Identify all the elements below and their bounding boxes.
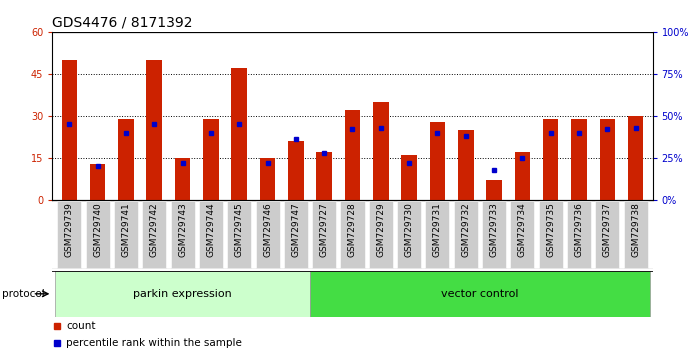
Bar	[55, 271, 310, 317]
Bar	[288, 141, 304, 200]
Bar	[170, 201, 195, 268]
Text: GSM729736: GSM729736	[574, 202, 584, 257]
Text: GSM729747: GSM729747	[291, 202, 300, 257]
Text: GSM729739: GSM729739	[65, 202, 74, 257]
Bar	[345, 110, 360, 200]
Text: GSM729742: GSM729742	[150, 202, 158, 257]
Text: GSM729730: GSM729730	[405, 202, 414, 257]
Text: GSM729733: GSM729733	[489, 202, 498, 257]
Bar	[86, 201, 110, 268]
Bar	[118, 119, 134, 200]
Text: GSM729728: GSM729728	[348, 202, 357, 257]
Bar	[114, 201, 138, 268]
Text: GSM729745: GSM729745	[235, 202, 244, 257]
Bar	[397, 201, 421, 268]
Bar	[539, 201, 563, 268]
Text: parkin expression: parkin expression	[133, 289, 232, 299]
Bar	[482, 201, 506, 268]
Text: count: count	[66, 321, 96, 331]
Bar	[487, 181, 502, 200]
Bar	[312, 201, 336, 268]
Bar	[369, 201, 393, 268]
Bar	[510, 201, 535, 268]
Text: percentile rank within the sample: percentile rank within the sample	[66, 338, 242, 348]
Text: GSM729734: GSM729734	[518, 202, 527, 257]
Bar	[203, 119, 218, 200]
Bar	[600, 119, 615, 200]
Bar	[199, 201, 223, 268]
Text: GSM729743: GSM729743	[178, 202, 187, 257]
Bar	[595, 201, 619, 268]
Bar	[232, 68, 247, 200]
Bar	[90, 164, 105, 200]
Bar	[142, 201, 166, 268]
Bar	[543, 119, 558, 200]
Text: GSM729731: GSM729731	[433, 202, 442, 257]
Bar	[255, 201, 280, 268]
Bar	[567, 201, 591, 268]
Bar	[310, 271, 650, 317]
Bar	[373, 102, 389, 200]
Text: GSM729729: GSM729729	[376, 202, 385, 257]
Bar	[628, 116, 644, 200]
Bar	[227, 201, 251, 268]
Bar	[514, 152, 530, 200]
Text: GSM729737: GSM729737	[603, 202, 612, 257]
Text: GSM729727: GSM729727	[320, 202, 329, 257]
Bar	[260, 158, 275, 200]
Bar	[57, 201, 82, 268]
Text: GSM729738: GSM729738	[631, 202, 640, 257]
Bar	[458, 130, 473, 200]
Bar	[61, 60, 77, 200]
Text: vector control: vector control	[441, 289, 519, 299]
Bar	[623, 201, 648, 268]
Bar	[425, 201, 450, 268]
Text: GSM729735: GSM729735	[547, 202, 555, 257]
Text: GSM729732: GSM729732	[461, 202, 470, 257]
Bar	[341, 201, 364, 268]
Bar	[316, 152, 332, 200]
Text: GSM729744: GSM729744	[207, 202, 216, 257]
Bar	[430, 121, 445, 200]
Text: GSM729746: GSM729746	[263, 202, 272, 257]
Bar	[147, 60, 162, 200]
Bar	[401, 155, 417, 200]
Bar	[284, 201, 308, 268]
Bar	[454, 201, 478, 268]
Text: GSM729741: GSM729741	[121, 202, 131, 257]
Text: GDS4476 / 8171392: GDS4476 / 8171392	[52, 15, 193, 29]
Text: GSM729740: GSM729740	[93, 202, 102, 257]
Bar	[174, 158, 191, 200]
Text: protocol: protocol	[2, 289, 45, 299]
Bar	[571, 119, 587, 200]
